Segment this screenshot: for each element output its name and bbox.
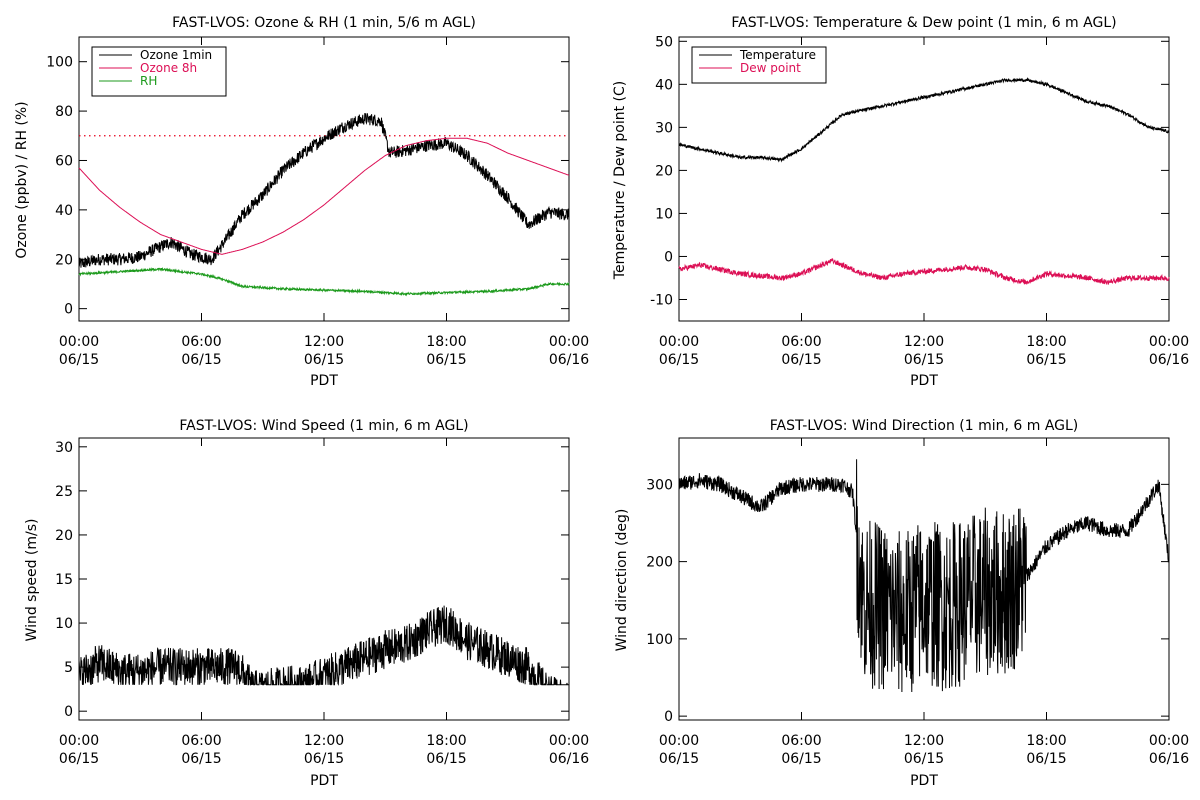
temperature-ytick-label: 30 bbox=[655, 120, 673, 136]
temperature-ytick-label: 40 bbox=[655, 77, 673, 93]
wind-speed-xtick-date: 06/15 bbox=[304, 751, 344, 767]
ozone-legend-label: RH bbox=[140, 74, 157, 88]
wind-speed-ytick-label: 0 bbox=[64, 704, 73, 720]
wind-speed-ytick-label: 10 bbox=[55, 616, 73, 632]
ozone-ytick-label: 80 bbox=[55, 104, 73, 120]
wind-direction-ytick-label: 200 bbox=[646, 555, 673, 571]
ozone-ytick-label: 20 bbox=[55, 252, 73, 268]
wind-speed-ytick-label: 25 bbox=[55, 484, 73, 500]
ozone-xtick-date: 06/15 bbox=[426, 352, 466, 368]
wind-direction-xtick-time: 00:00 bbox=[1149, 733, 1189, 749]
ozone-xtick-date: 06/15 bbox=[181, 352, 221, 368]
temperature-xtick-date: 06/15 bbox=[1026, 352, 1066, 368]
wind-direction-xtick-time: 06:00 bbox=[781, 733, 821, 749]
ozone-xtick-date: 06/15 bbox=[59, 352, 99, 368]
temperature-ytick-label: 0 bbox=[664, 249, 673, 265]
wind-speed-x-axis-label: PDT bbox=[310, 773, 338, 789]
temperature-ytick-label: 50 bbox=[655, 34, 673, 50]
wind-speed-ytick-label: 15 bbox=[55, 572, 73, 588]
temperature-ytick-label: 10 bbox=[655, 206, 673, 222]
temperature-panel: FAST-LVOS: Temperature & Dew point (1 mi… bbox=[612, 15, 1189, 389]
wind-speed-xtick-time: 18:00 bbox=[426, 733, 466, 749]
wind-direction-y-axis-label: Wind direction (deg) bbox=[614, 509, 630, 652]
wind-speed-ytick-label: 30 bbox=[55, 440, 73, 456]
temperature-legend-label: Temperature bbox=[739, 48, 816, 62]
wind-speed-xtick-date: 06/16 bbox=[549, 751, 589, 767]
temperature-xtick-date: 06/16 bbox=[1149, 352, 1189, 368]
temp-x-axis-label: PDT bbox=[910, 373, 938, 389]
wind-direction-panel: FAST-LVOS: Wind Direction (1 min, 6 m AG… bbox=[614, 418, 1189, 789]
ozone-x-axis-label: PDT bbox=[310, 373, 338, 389]
wind-speed-xtick-date: 06/15 bbox=[426, 751, 466, 767]
wind-speed-xtick-date: 06/15 bbox=[181, 751, 221, 767]
ozone-legend-label: Ozone 1min bbox=[140, 48, 212, 62]
ozone-xtick-time: 18:00 bbox=[426, 334, 466, 350]
wind-speed-xtick-date: 06/15 bbox=[59, 751, 99, 767]
wind-direction-panel-title: FAST-LVOS: Wind Direction (1 min, 6 m AG… bbox=[770, 418, 1079, 434]
temperature-xtick-time: 06:00 bbox=[781, 334, 821, 350]
wind-direction-x-axis-label: PDT bbox=[910, 773, 938, 789]
wind-speed-xtick-time: 00:00 bbox=[59, 733, 99, 749]
wind-speed-ytick-label: 5 bbox=[64, 660, 73, 676]
wind-direction-ytick-label: 100 bbox=[646, 632, 673, 648]
ozone-xtick-time: 06:00 bbox=[181, 334, 221, 350]
ozone-xtick-date: 06/15 bbox=[304, 352, 344, 368]
temp-panel-title: FAST-LVOS: Temperature & Dew point (1 mi… bbox=[731, 15, 1116, 31]
wind-direction-plot-frame bbox=[678, 437, 1170, 721]
ozone-y-axis-label: Ozone (ppbv) / RH (%) bbox=[14, 101, 30, 258]
wind-speed-xtick-time: 12:00 bbox=[304, 733, 344, 749]
ozone-series-ozone-8h bbox=[78, 137, 570, 255]
ozone-ytick-label: 100 bbox=[46, 55, 73, 71]
wind-direction-xtick-date: 06/15 bbox=[904, 751, 944, 767]
wind-direction-ytick-label: 0 bbox=[664, 709, 673, 725]
temperature-legend-label: Dew point bbox=[740, 61, 801, 75]
wind-speed-y-axis-label: Wind speed (m/s) bbox=[24, 519, 40, 642]
ozone-xtick-time: 12:00 bbox=[304, 334, 344, 350]
wind-direction-xtick-time: 12:00 bbox=[904, 733, 944, 749]
temperature-xtick-date: 06/15 bbox=[781, 352, 821, 368]
temperature-xtick-time: 00:00 bbox=[659, 334, 699, 350]
temperature-xtick-time: 12:00 bbox=[904, 334, 944, 350]
temp-y-axis-label: Temperature / Dew point (C) bbox=[612, 81, 628, 280]
temperature-ytick-label: -10 bbox=[650, 292, 673, 308]
temperature-ytick-label: 20 bbox=[655, 163, 673, 179]
temperature-series-dew-point bbox=[678, 258, 1170, 286]
ozone-xtick-time: 00:00 bbox=[549, 334, 589, 350]
temperature-xtick-date: 06/15 bbox=[904, 352, 944, 368]
wind-speed-ytick-label: 20 bbox=[55, 528, 73, 544]
ozone-panel-title: FAST-LVOS: Ozone & RH (1 min, 5/6 m AGL) bbox=[172, 15, 476, 31]
ozone-xtick-date: 06/16 bbox=[549, 352, 589, 368]
temperature-series-temperature bbox=[678, 77, 1170, 163]
wind-speed-panel: FAST-LVOS: Wind Speed (1 min, 6 m AGL) W… bbox=[24, 418, 589, 789]
wind-speed-panel-title: FAST-LVOS: Wind Speed (1 min, 6 m AGL) bbox=[179, 418, 468, 434]
wind-direction-xtick-date: 06/15 bbox=[781, 751, 821, 767]
ozone-legend-label: Ozone 8h bbox=[140, 61, 197, 75]
ozone-series-ozone-1min bbox=[78, 112, 570, 268]
ozone-ytick-label: 60 bbox=[55, 153, 73, 169]
wind-direction-xtick-time: 18:00 bbox=[1026, 733, 1066, 749]
wind-speed-xtick-time: 00:00 bbox=[549, 733, 589, 749]
temperature-xtick-time: 00:00 bbox=[1149, 334, 1189, 350]
wind-direction-ytick-label: 300 bbox=[646, 477, 673, 493]
wind-speed-series-data bbox=[78, 605, 569, 686]
temperature-xtick-time: 18:00 bbox=[1026, 334, 1066, 350]
wind-speed-xtick-time: 06:00 bbox=[181, 733, 221, 749]
ozone-series-rh bbox=[78, 267, 570, 297]
ozone-xtick-time: 00:00 bbox=[59, 334, 99, 350]
wind-direction-xtick-date: 06/16 bbox=[1149, 751, 1189, 767]
ozone-ytick-label: 0 bbox=[64, 302, 73, 318]
temperature-legend bbox=[691, 46, 827, 84]
ozone-rh-panel: FAST-LVOS: Ozone & RH (1 min, 5/6 m AGL)… bbox=[14, 15, 589, 389]
wind-direction-xtick-date: 06/15 bbox=[659, 751, 699, 767]
ozone-ytick-label: 40 bbox=[55, 203, 73, 219]
wind-direction-series-data bbox=[678, 459, 1170, 693]
temperature-xtick-date: 06/15 bbox=[659, 352, 699, 368]
wind-direction-xtick-date: 06/15 bbox=[1026, 751, 1066, 767]
wind-direction-xtick-time: 00:00 bbox=[659, 733, 699, 749]
